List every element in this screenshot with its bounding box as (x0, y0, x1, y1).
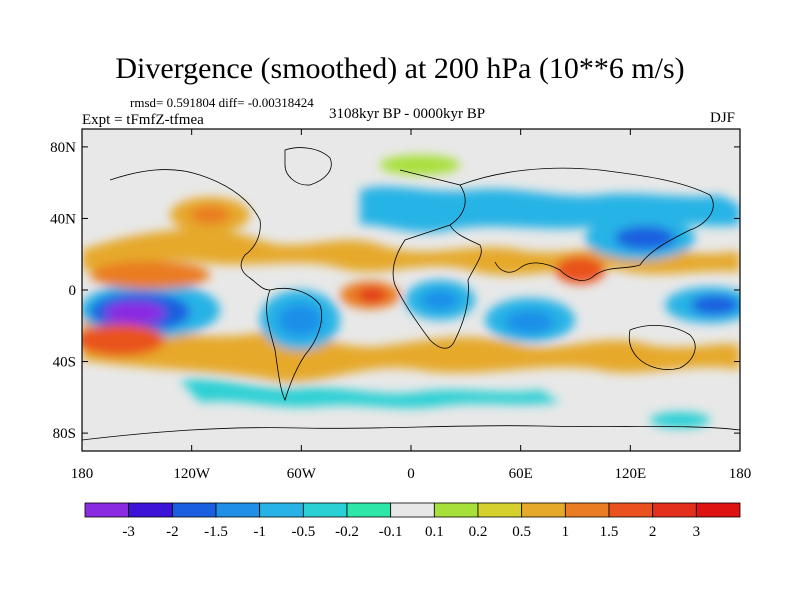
colorbar-label: -0.1 (379, 524, 403, 540)
field-blob-wpacific-core (691, 295, 739, 315)
stats-text: rmsd= 0.591804 diff= -0.00318424 (130, 95, 314, 110)
colorbar-label: -3 (122, 524, 135, 540)
coast-asia (459, 167, 714, 281)
field-blob-pacific-core (105, 301, 165, 325)
colorbar-label: 0.5 (512, 524, 531, 540)
y-tick-label: 40N (50, 211, 76, 227)
colorbar-swatch (695, 502, 741, 518)
field-blob-samerica-core (278, 304, 322, 336)
colorbar-label: 0.1 (425, 524, 444, 540)
field-blob-africa-core (422, 290, 458, 310)
period-text: 3108kyr BP - 0000kyr BP (328, 106, 486, 122)
x-tick-label: 120W (173, 466, 211, 482)
colorbar-label: -1 (253, 524, 266, 540)
colorbar-swatch (346, 502, 392, 518)
colorbar-label: 3 (693, 524, 701, 540)
coast-australia (628, 325, 696, 370)
colorbar-label: 0.2 (469, 524, 488, 540)
colorbar-swatch (521, 502, 566, 518)
y-tick-label: 80N (50, 140, 76, 156)
field-band-tropical-south-pacific (82, 310, 740, 383)
x-tick-label: 0 (407, 466, 415, 482)
coastlines (82, 147, 740, 441)
experiment-label: Expt = tFmfZ-tfmea (82, 112, 204, 128)
colorbar-swatch (608, 502, 654, 518)
colorbar-swatch (302, 502, 348, 518)
colorbar-swatch (171, 502, 217, 518)
field-blob-indian-core (506, 310, 554, 334)
colorbar-swatch (259, 502, 304, 518)
field-blob-antarctic-light (650, 412, 710, 428)
season-label: DJF (710, 110, 736, 126)
x-tick-label: 60W (287, 466, 317, 482)
x-tick-label: 120E (614, 466, 646, 482)
colorbar-label: -0.2 (335, 524, 359, 540)
colorbar-swatch (652, 502, 697, 518)
colorbar-swatch (390, 502, 435, 518)
colorbar-swatch (128, 502, 173, 518)
field-blob-natlantic-core (190, 206, 230, 224)
x-tick-label: 180 (71, 466, 94, 482)
chart-title: Divergence (smoothed) at 200 hPa (10**6 … (115, 52, 685, 85)
coast-europe-africa (392, 169, 482, 349)
colorbar-swatch (215, 502, 261, 518)
field-blob-east-pacific-div (90, 261, 210, 289)
colorbar-label: 1 (562, 524, 570, 540)
coast-greenland (284, 147, 332, 186)
y-tick-label: 80S (53, 426, 76, 442)
colorbar-swatch (433, 502, 479, 518)
colorbar-label: 2 (649, 524, 657, 540)
coast-south-america (266, 288, 322, 402)
field-band-southern-ocean (180, 379, 560, 408)
colorbar-label: -0.5 (291, 524, 315, 540)
colorbar-label: -2 (166, 524, 179, 540)
y-tick-label: 0 (69, 283, 77, 299)
coast-north-america (109, 169, 271, 291)
colorbar-swatch (564, 502, 610, 518)
x-tick-label: 60E (509, 466, 533, 482)
axis-ticks: 180 120W 60W 0 60E 120E 180 80N 40N 0 40S 80S (50, 129, 751, 482)
x-tick-label: 180 (729, 466, 752, 482)
field-blob-atlantic-core (358, 288, 386, 302)
y-tick-label: 40S (53, 355, 76, 371)
coast-antarctica (82, 425, 740, 441)
colorbar-swatch (477, 502, 523, 518)
colorbar-label: -1.5 (204, 524, 228, 540)
colorbar-swatch (84, 502, 130, 518)
field-blob-easia-core (615, 226, 675, 250)
field-blob-maritime-div (555, 256, 605, 284)
colorbar: -3 -2 -1.5 -1 -0.5 -0.2 -0.1 0.1 0.2 0.5 1 1.5 2 3 (84, 502, 741, 540)
colorbar-label: 1.5 (600, 524, 619, 540)
field-blob-south-pacific-div (82, 324, 165, 356)
divergence-field (82, 155, 740, 428)
field-blob-arctic-light (380, 155, 460, 175)
